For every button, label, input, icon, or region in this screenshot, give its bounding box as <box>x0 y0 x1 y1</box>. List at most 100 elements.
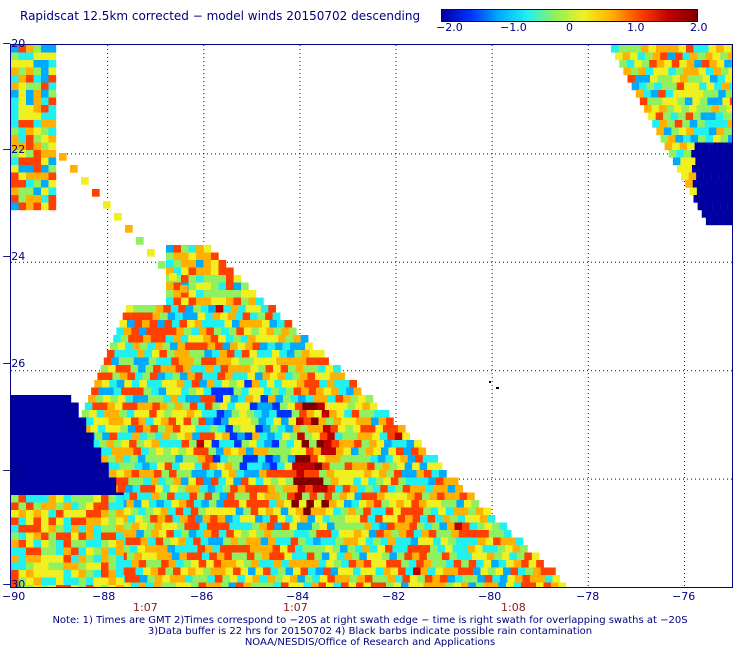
data-pixel <box>267 342 276 351</box>
data-pixel <box>493 537 501 546</box>
data-pixel <box>106 440 115 448</box>
data-pixel <box>41 97 49 106</box>
data-pixel <box>395 447 404 456</box>
data-pixel <box>93 470 102 478</box>
data-pixel <box>445 545 453 553</box>
data-pixel <box>145 365 154 373</box>
data-pixel <box>125 485 133 493</box>
data-pixel <box>397 515 406 523</box>
data-pixel <box>650 75 658 83</box>
data-pixel <box>150 425 159 433</box>
data-pixel <box>350 447 359 456</box>
data-pixel <box>95 395 104 403</box>
data-pixel <box>282 432 290 441</box>
data-pixel <box>480 515 488 523</box>
data-pixel <box>71 417 79 426</box>
data-pixel <box>187 462 195 471</box>
data-pixel <box>276 410 285 418</box>
data-pixel <box>208 447 217 456</box>
data-pixel <box>653 67 662 76</box>
data-pixel <box>180 567 189 576</box>
data-pixel <box>112 372 121 381</box>
data-pixel <box>214 380 222 388</box>
data-pixel <box>252 485 261 493</box>
data-pixel <box>116 525 124 533</box>
data-pixel <box>481 530 489 538</box>
data-pixel <box>92 189 100 197</box>
data-pixel <box>93 495 102 503</box>
data-pixel <box>199 432 208 441</box>
data-pixel <box>522 575 531 583</box>
data-pixel <box>269 320 278 328</box>
data-pixel <box>268 305 276 313</box>
data-pixel <box>183 365 191 373</box>
data-pixel <box>188 290 197 298</box>
data-pixel <box>215 305 224 313</box>
data-pixel <box>384 440 392 448</box>
data-pixel <box>113 387 122 396</box>
data-pixel <box>359 462 368 471</box>
data-pixel <box>139 522 148 531</box>
data-pixel <box>528 560 537 568</box>
data-pixel <box>272 312 281 321</box>
data-pixel <box>652 120 660 128</box>
data-pixel <box>410 537 419 546</box>
data-pixel <box>235 312 243 321</box>
data-pixel <box>506 560 514 568</box>
data-pixel <box>78 517 87 526</box>
data-pixel <box>201 500 210 508</box>
data-pixel <box>468 507 476 516</box>
data-pixel <box>93 477 102 486</box>
data-pixel <box>173 567 181 576</box>
data-pixel <box>130 455 138 463</box>
data-pixel <box>136 387 144 396</box>
data-pixel <box>360 515 368 523</box>
data-pixel <box>652 52 661 61</box>
data-pixel <box>188 275 197 283</box>
data-pixel <box>340 455 348 463</box>
data-pixel <box>463 500 472 508</box>
data-pixel <box>305 537 314 546</box>
data-pixel <box>86 432 94 441</box>
data-pixel <box>334 575 343 583</box>
data-pixel <box>11 97 19 106</box>
data-pixel <box>225 567 234 576</box>
data-pixel <box>293 567 301 576</box>
data-pixel <box>41 180 49 188</box>
data-pixel <box>251 522 260 531</box>
data-pixel <box>349 432 358 441</box>
data-pixel <box>293 335 301 343</box>
data-pixel <box>333 417 342 426</box>
data-pixel <box>48 180 57 188</box>
data-pixel <box>467 545 476 553</box>
data-pixel <box>170 342 178 351</box>
data-pixel <box>256 387 264 396</box>
data-pixel <box>213 582 222 587</box>
data-pixel <box>272 455 281 463</box>
data-pixel <box>285 477 294 486</box>
data-pixel <box>728 217 732 226</box>
data-pixel <box>420 515 428 523</box>
data-pixel <box>155 447 164 456</box>
data-pixel <box>41 150 49 158</box>
data-pixel <box>248 335 256 343</box>
data-pixel <box>71 562 79 571</box>
data-pixel <box>720 67 729 76</box>
data-pixel <box>138 507 146 516</box>
data-pixel <box>323 567 331 576</box>
data-pixel <box>86 462 94 471</box>
data-pixel <box>317 402 326 411</box>
data-pixel <box>33 447 42 456</box>
data-pixel <box>350 537 359 546</box>
data-pixel <box>11 485 19 493</box>
data-pixel <box>138 417 147 426</box>
data-pixel <box>210 515 218 523</box>
data-pixel <box>56 502 64 511</box>
data-pixel <box>152 402 161 411</box>
data-pixel <box>192 342 201 351</box>
data-pixel <box>432 575 441 583</box>
data-pixel <box>300 425 309 433</box>
data-pixel <box>103 395 111 403</box>
data-pixel <box>261 410 270 418</box>
data-pixel <box>213 560 222 568</box>
